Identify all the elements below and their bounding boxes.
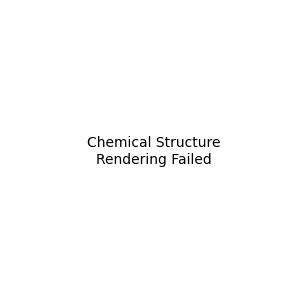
Text: Chemical Structure
Rendering Failed: Chemical Structure Rendering Failed xyxy=(87,136,220,166)
